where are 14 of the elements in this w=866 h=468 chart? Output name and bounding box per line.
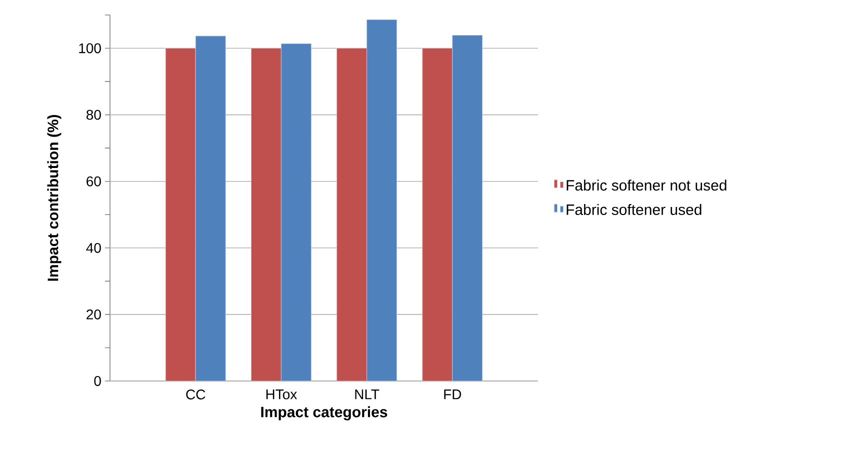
x-axis-title: Impact categories (261, 406, 388, 420)
x-tick-label: NLT (355, 390, 380, 400)
x-tick-label: FD (444, 390, 462, 400)
y-tick-label: 40 (86, 242, 101, 253)
x-tick-label: HTox (266, 390, 298, 400)
y-axis-title: Impact contribution (%) (47, 114, 62, 281)
y-tick-label: 20 (86, 309, 101, 320)
legend-label: Fabric softener not used (566, 180, 726, 191)
x-tick-label: CC (186, 390, 206, 400)
y-tick-label: 60 (86, 176, 101, 186)
legend-label: Fabric softener used (566, 204, 702, 216)
y-tick-label: 100 (79, 43, 101, 54)
y-tick-label: 80 (86, 110, 101, 120)
y-tick-label: 0 (94, 376, 101, 386)
